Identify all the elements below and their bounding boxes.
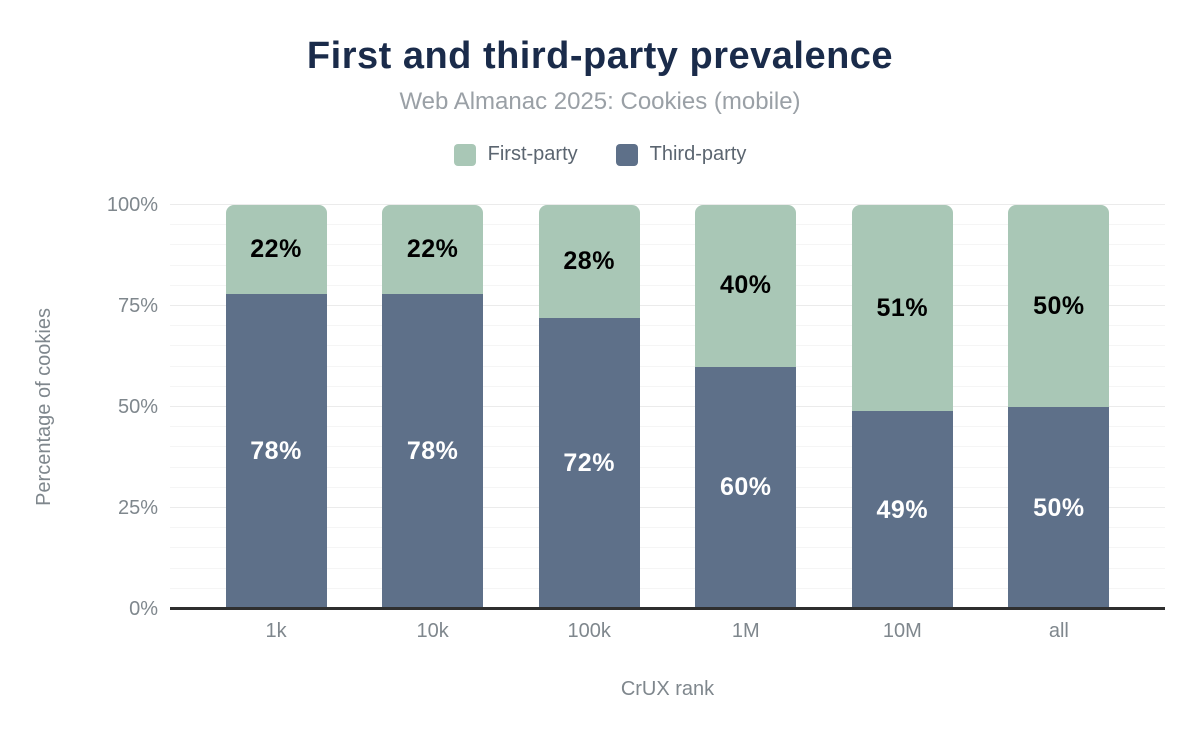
gridline-65: [170, 345, 1165, 347]
x-tick-label-1M: 1M: [731, 620, 760, 642]
bar-segment-first-party-1k: 22%: [225, 205, 327, 294]
x-axis-ticks: 1k 10k 100k 1M 10M all: [170, 620, 1165, 643]
legend-swatch-first-party-icon: [453, 143, 476, 166]
bar-segment-first-party-10M: 51%: [851, 205, 953, 412]
bar-1M: 40% 60%: [695, 205, 797, 609]
bars-group: 22% 78% 22% 78% 28% 72% 40% 60% 51% 49% 50% 50%: [170, 205, 1165, 609]
gridline-85: [170, 264, 1165, 266]
legend-item-first-party: First-party: [453, 143, 578, 166]
bar-segment-first-party-1M: 40%: [695, 205, 797, 367]
legend: First-party Third-party: [0, 143, 1200, 166]
gridline-10: [170, 567, 1165, 569]
bar-segment-first-party-all: 50%: [1008, 205, 1110, 407]
bar-segment-third-party-1k: 78%: [225, 293, 327, 609]
gridline-80: [170, 284, 1165, 286]
gridline-15: [170, 547, 1165, 549]
x-tick-label-100k: 100k: [567, 620, 611, 642]
x-tick-label-all: all: [1048, 620, 1069, 642]
data-label-third-party-10M: 49%: [876, 495, 929, 524]
gridline-75: [170, 305, 1165, 306]
x-axis-title: CrUX rank: [620, 678, 715, 700]
data-label-first-party-1k: 22%: [250, 234, 302, 263]
bar-10k: 22% 78%: [382, 205, 484, 609]
legend-item-third-party: Third-party: [615, 143, 747, 166]
gridline-30: [170, 486, 1165, 488]
data-label-third-party-all: 50%: [1033, 493, 1085, 522]
x-tick-label-1k: 1k: [265, 620, 287, 642]
gridline-100: [170, 204, 1165, 205]
data-label-first-party-10M: 51%: [876, 293, 929, 322]
chart-title: First and third-party prevalence: [306, 35, 894, 77]
bar-segment-first-party-10k: 22%: [382, 205, 484, 294]
bar-10M: 51% 49%: [851, 205, 953, 609]
bar-1k: 22% 78%: [225, 205, 327, 609]
data-label-first-party-1M: 40%: [719, 271, 772, 300]
y-tick-label-50: 50%: [117, 396, 158, 418]
gridline-35: [170, 466, 1165, 468]
bar-all: 50% 50%: [1008, 205, 1110, 609]
gridline-55: [170, 385, 1165, 387]
gridline-25: [170, 507, 1165, 508]
x-tick-label-10M: 10M: [882, 620, 922, 642]
gridline-50: [170, 406, 1165, 407]
y-tick-label-100: 100%: [106, 194, 158, 216]
x-tick-label-10k: 10k: [416, 620, 449, 642]
bar-segment-third-party-10k: 78%: [382, 293, 484, 609]
data-label-third-party-100k: 72%: [563, 449, 615, 478]
y-tick-label-75: 75%: [117, 295, 158, 317]
legend-label-first-party: First-party: [487, 143, 578, 165]
gridline-45: [170, 426, 1165, 428]
legend-label-third-party: Third-party: [649, 143, 747, 165]
bar-segment-third-party-all: 50%: [1008, 407, 1110, 609]
gridline-95: [170, 224, 1165, 226]
data-label-third-party-1k: 78%: [250, 436, 302, 465]
bar-segment-third-party-100k: 72%: [538, 318, 640, 609]
data-label-third-party-10k: 78%: [406, 436, 459, 465]
plot-area: 22% 78% 22% 78% 28% 72% 40% 60% 51% 49% 50% 50%: [170, 204, 1165, 610]
y-tick-label-0: 0%: [129, 598, 158, 620]
gridline-40: [170, 446, 1165, 448]
y-tick-label-25: 25%: [117, 497, 158, 519]
data-label-first-party-10k: 22%: [406, 234, 459, 263]
gridline-20: [170, 527, 1165, 529]
gridline-70: [170, 325, 1165, 327]
gridline-60: [170, 365, 1165, 367]
bar-100k: 28% 72%: [538, 205, 640, 609]
gridline-5: [170, 587, 1165, 589]
bar-segment-third-party-1M: 60%: [695, 366, 797, 609]
chart-subtitle: Web Almanac 2025: Cookies (mobile): [399, 88, 801, 115]
data-label-first-party-100k: 28%: [563, 247, 615, 276]
bar-segment-third-party-10M: 49%: [851, 411, 953, 609]
gridline-90: [170, 244, 1165, 246]
data-label-first-party-all: 50%: [1033, 291, 1085, 320]
x-axis-line: [170, 607, 1165, 610]
bar-segment-first-party-100k: 28%: [538, 205, 640, 319]
data-label-third-party-1M: 60%: [719, 473, 772, 502]
legend-swatch-third-party-icon: [615, 143, 638, 166]
